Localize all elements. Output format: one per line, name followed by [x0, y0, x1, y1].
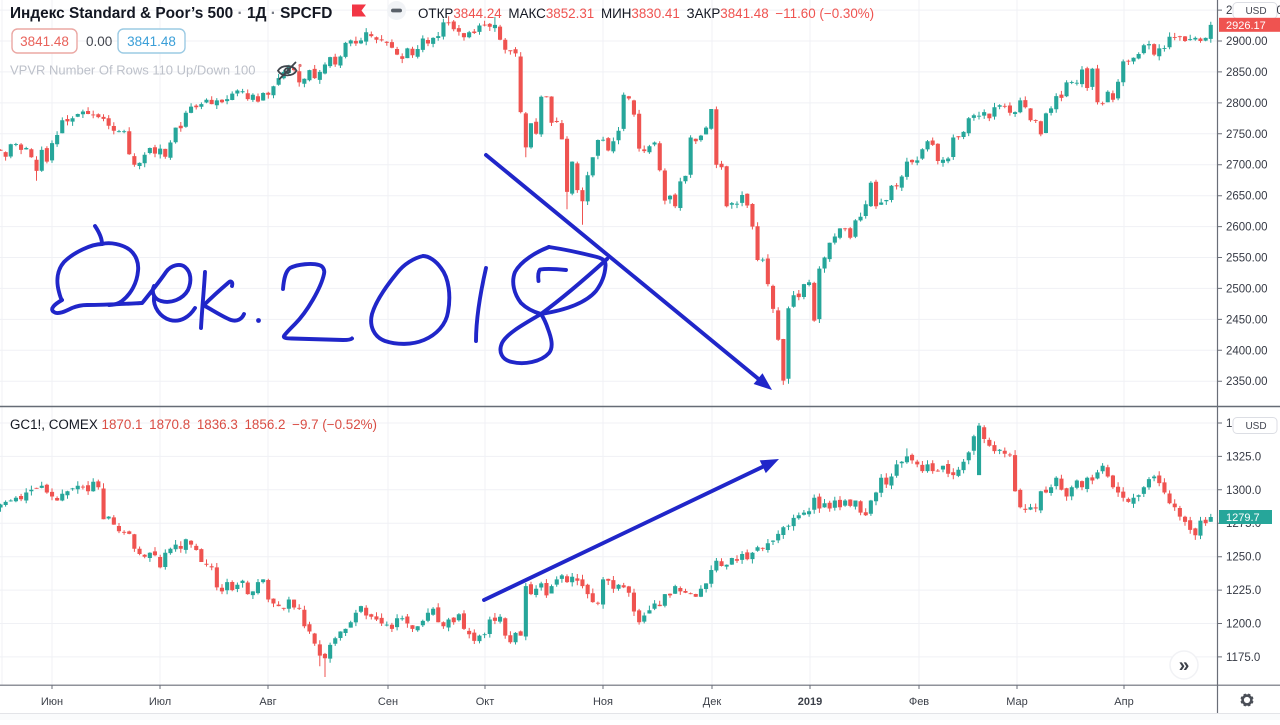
svg-text:Июл: Июл	[149, 696, 171, 708]
svg-text:GC1!, COMEX 1870.1 1870.8 183: GC1!, COMEX 1870.1 1870.8 1836.3 1856.2 …	[10, 417, 377, 432]
svg-text:Дек: Дек	[703, 696, 722, 708]
svg-text:USD: USD	[1245, 6, 1266, 17]
svg-text:2850.00: 2850.00	[1226, 67, 1268, 79]
svg-text:VPVR Number Of Rows 110 Up/Dow: VPVR Number Of Rows 110 Up/Down 100	[10, 63, 255, 78]
svg-text:2650.00: 2650.00	[1226, 191, 1268, 203]
svg-text:Сен: Сен	[378, 696, 398, 708]
svg-text:2700.00: 2700.00	[1226, 160, 1268, 172]
svg-text:2926.17: 2926.17	[1226, 20, 1266, 32]
svg-text:Ноя: Ноя	[593, 696, 613, 708]
svg-text:2600.00: 2600.00	[1226, 222, 1268, 234]
svg-text:1200.0: 1200.0	[1226, 619, 1261, 631]
svg-text:2450.00: 2450.00	[1226, 314, 1268, 326]
svg-text:2350.00: 2350.00	[1226, 376, 1268, 388]
svg-text:ОТКР3844.24 МАКС3852.31 МИН383: ОТКР3844.24 МАКС3852.31 МИН3830.41 ЗАКР3…	[418, 6, 874, 21]
svg-text:2800.00: 2800.00	[1226, 98, 1268, 110]
svg-text:1250.0: 1250.0	[1226, 552, 1261, 564]
svg-text:2750.00: 2750.00	[1226, 129, 1268, 141]
svg-text:0.00: 0.00	[86, 34, 112, 49]
svg-text:Мар: Мар	[1006, 696, 1028, 708]
svg-text:Фев: Фев	[909, 696, 929, 708]
svg-text:1279.7: 1279.7	[1226, 512, 1260, 524]
svg-text:1325.0: 1325.0	[1226, 451, 1261, 463]
svg-text:1175.0: 1175.0	[1226, 652, 1260, 664]
svg-text:Июн: Июн	[41, 696, 63, 708]
svg-text:Авг: Авг	[259, 696, 276, 708]
svg-text:1225.0: 1225.0	[1226, 585, 1261, 597]
svg-text:1300.0: 1300.0	[1226, 485, 1261, 497]
svg-text:USD: USD	[1245, 421, 1266, 432]
svg-text:Апр: Апр	[1114, 696, 1133, 708]
svg-text:Окт: Окт	[476, 696, 495, 708]
svg-text:2900.00: 2900.00	[1226, 36, 1268, 48]
svg-text:»: »	[1179, 656, 1190, 677]
svg-text:0: 0	[1277, 5, 1280, 17]
svg-text:Индекс Standard & Poor’s 500 ·: Индекс Standard & Poor’s 500 · 1Д · SPCF…	[10, 5, 332, 22]
svg-text:2400.00: 2400.00	[1226, 345, 1268, 357]
svg-text:2550.00: 2550.00	[1226, 253, 1268, 265]
svg-text:2500.00: 2500.00	[1226, 283, 1268, 295]
svg-text:3841.48: 3841.48	[20, 34, 69, 49]
svg-text:2019: 2019	[798, 696, 822, 708]
svg-text:3841.48: 3841.48	[127, 34, 176, 49]
